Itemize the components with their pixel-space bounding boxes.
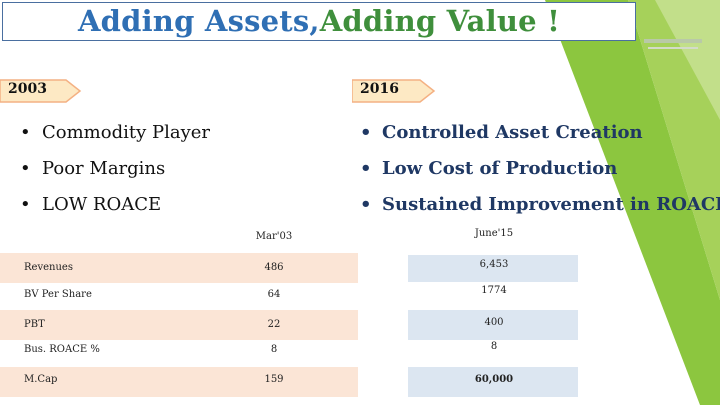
mar-value-revenues: 486 bbox=[264, 262, 284, 273]
col-header-june: June'15 bbox=[474, 228, 514, 239]
left-bullet-3: • LOW ROACE bbox=[20, 194, 162, 215]
row-bg-pbt bbox=[0, 310, 358, 340]
right-bullet-3: • Sustained Improvement in ROACE bbox=[360, 194, 720, 215]
june-value-revenues: 6,453 bbox=[479, 259, 509, 270]
right-bullet-1: • Controlled Asset Creation bbox=[360, 122, 643, 143]
title-part-1: Adding Assets, bbox=[77, 4, 320, 38]
left-bullet-1: • Commodity Player bbox=[20, 122, 211, 143]
company-logo bbox=[640, 33, 706, 61]
title-part-2: Adding Value ! bbox=[319, 4, 561, 38]
june-bg-pbt bbox=[408, 310, 578, 340]
mar-value-pbt: 22 bbox=[267, 319, 281, 330]
mar-value-bv: 64 bbox=[267, 289, 281, 300]
mar-value-roace: 8 bbox=[270, 344, 278, 355]
row-label-pbt: PBT bbox=[24, 319, 45, 330]
mar-value-mcap: 159 bbox=[264, 374, 284, 385]
row-bg-revenues bbox=[0, 253, 358, 283]
right-bullet-2: • Low Cost of Production bbox=[360, 158, 618, 179]
left-bullet-2: • Poor Margins bbox=[20, 158, 166, 179]
june-bg-revenues bbox=[408, 255, 578, 282]
tag-2016-shape bbox=[352, 79, 436, 103]
june-value-pbt: 400 bbox=[484, 317, 504, 328]
row-label-bv: BV Per Share bbox=[24, 289, 92, 300]
page-title: Adding Assets,Adding Value ! bbox=[2, 2, 636, 41]
tag-2003-label: 2003 bbox=[8, 81, 47, 97]
june-value-roace: 8 bbox=[490, 341, 498, 352]
june-value-mcap: 60,000 bbox=[474, 374, 514, 385]
row-bg-mcap bbox=[0, 367, 358, 397]
row-label-mcap: M.Cap bbox=[24, 374, 58, 385]
tag-2003-shape bbox=[0, 79, 82, 103]
tag-2016-label: 2016 bbox=[360, 81, 399, 97]
june-value-bv: 1774 bbox=[481, 285, 507, 296]
col-header-mar: Mar'03 bbox=[255, 231, 293, 242]
row-label-revenues: Revenues bbox=[24, 262, 73, 273]
june-bg-mcap bbox=[408, 367, 578, 397]
row-label-roace: Bus. ROACE % bbox=[24, 344, 100, 355]
